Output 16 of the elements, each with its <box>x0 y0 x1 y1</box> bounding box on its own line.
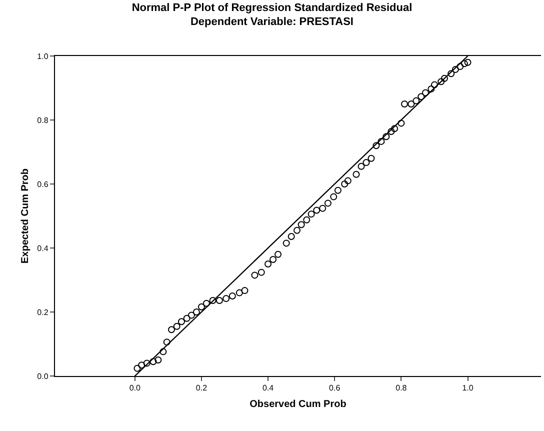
y-axis-title: Expected Cum Prob <box>20 168 32 264</box>
x-tick-label: 0.2 <box>196 384 208 393</box>
x-tick-label: 0.8 <box>396 384 408 393</box>
y-tick-label: 0.8 <box>37 116 49 125</box>
y-tick-label: 0.4 <box>37 244 49 253</box>
y-tick-label: 0.2 <box>37 308 49 317</box>
y-tick-label: 0.0 <box>37 372 49 381</box>
x-tick-label: 0.6 <box>329 384 341 393</box>
chart-title: Normal P-P Plot of Regression Standardized Residual <box>132 2 412 14</box>
x-tick-label: 0.0 <box>129 384 141 393</box>
x-tick-label: 1.0 <box>462 384 474 393</box>
chart-subtitle: Dependent Variable: PRESTASI <box>190 16 354 28</box>
x-axis-title: Observed Cum Prob <box>250 399 346 410</box>
y-tick-label: 0.6 <box>37 180 49 189</box>
x-tick-label: 0.4 <box>262 384 274 393</box>
y-tick-label: 1.0 <box>37 52 49 61</box>
